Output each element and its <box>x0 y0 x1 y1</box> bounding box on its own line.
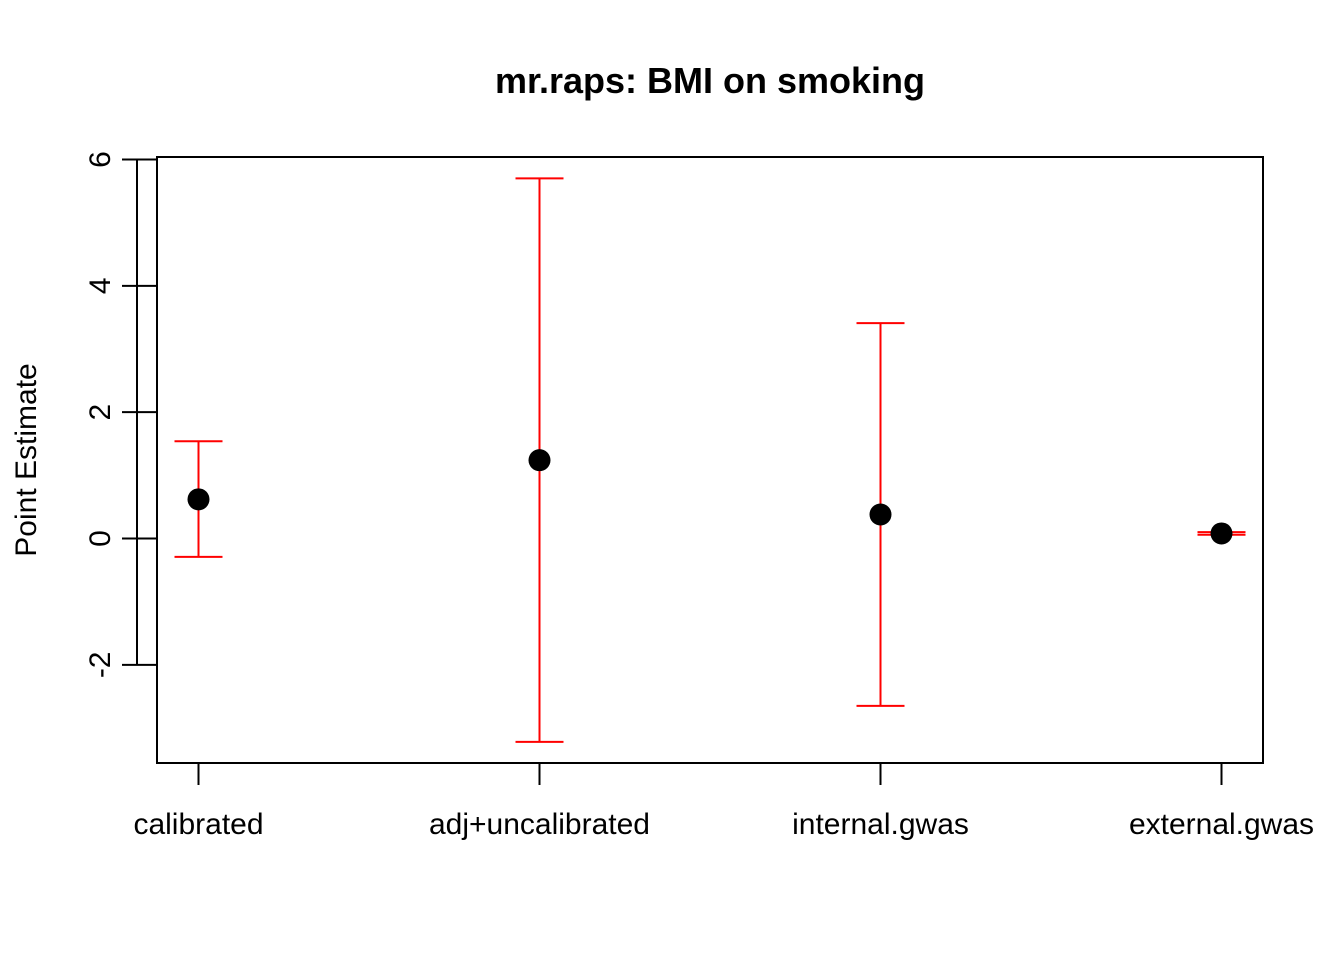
x-tick-label: calibrated <box>133 808 263 841</box>
y-tick-label: 4 <box>84 277 117 294</box>
data-point <box>1210 522 1233 545</box>
chart-title: mr.raps: BMI on smoking <box>495 60 925 101</box>
plot-frame <box>156 156 1264 764</box>
x-axis: calibrated adj+uncalibrated internal.gwas e… <box>133 763 1314 841</box>
x-tick-label: internal.gwas <box>792 808 969 841</box>
y-axis-label: Point Estimate <box>10 363 43 556</box>
data-point <box>187 488 210 511</box>
error-bars <box>174 177 1246 743</box>
y-tick-label: -2 <box>84 651 117 678</box>
data-point <box>869 503 892 526</box>
y-axis: -2 0 2 4 6 <box>84 151 157 678</box>
point-estimates <box>187 449 1233 545</box>
data-point <box>528 449 551 472</box>
y-tick-label: 0 <box>84 530 117 547</box>
x-tick-label: external.gwas <box>1129 808 1314 841</box>
y-tick-label: 6 <box>84 151 117 168</box>
x-tick-label: adj+uncalibrated <box>429 808 650 841</box>
y-tick-label: 2 <box>84 404 117 421</box>
